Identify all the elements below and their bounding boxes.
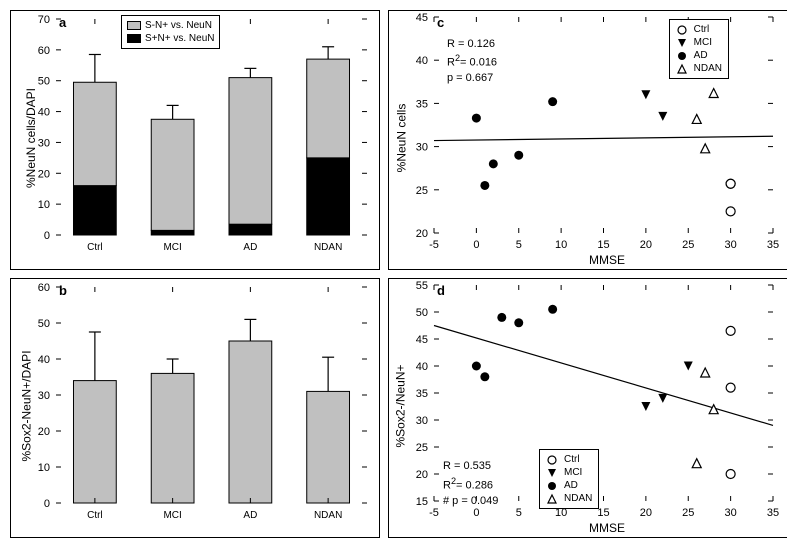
panel-c-xlabel: MMSE xyxy=(589,253,625,267)
svg-text:25: 25 xyxy=(416,185,428,197)
svg-text:30: 30 xyxy=(725,239,737,251)
svg-text:20: 20 xyxy=(416,228,428,240)
panel-c-label: c xyxy=(437,15,444,30)
svg-text:10: 10 xyxy=(38,199,50,211)
panel-d-marker-legend: CtrlMCIADNDAN xyxy=(539,449,599,509)
svg-text:50: 50 xyxy=(38,76,50,88)
panel-d-label: d xyxy=(437,283,445,298)
svg-text:Ctrl: Ctrl xyxy=(87,510,103,521)
panel-a: a %NeuN cells/DAPI 0 10 20 30 40 50 60 70 Ctrl MC… xyxy=(10,10,380,270)
svg-text:70: 70 xyxy=(38,14,50,26)
svg-text:40: 40 xyxy=(38,107,50,119)
svg-text:0: 0 xyxy=(44,230,50,242)
figure-grid: a %NeuN cells/DAPI 010203040506070CtrlMC… xyxy=(10,10,777,538)
svg-text:0: 0 xyxy=(44,498,50,510)
panel-a-legend: S-N+ vs. NeuNS+N+ vs. NeuN xyxy=(121,15,220,49)
svg-text:Ctrl: Ctrl xyxy=(87,242,103,253)
svg-text:20: 20 xyxy=(38,426,50,438)
svg-text:5: 5 xyxy=(516,507,522,519)
svg-text:50: 50 xyxy=(38,318,50,330)
svg-text:20: 20 xyxy=(38,168,50,180)
svg-text:30: 30 xyxy=(38,137,50,149)
panel-c: c %NeuN cells MMSE 20 25 30 35 40 45 -5 0 5 10 15 2… xyxy=(388,10,787,270)
panel-b: b %Sox2-NeuN+/DAPI 0 10 20 30 40 50 60 Ctrl MCI A… xyxy=(10,278,380,538)
svg-text:-5: -5 xyxy=(429,507,439,519)
svg-text:10: 10 xyxy=(555,239,567,251)
panel-d-xlabel: MMSE xyxy=(589,521,625,535)
svg-text:30: 30 xyxy=(725,507,737,519)
svg-text:15: 15 xyxy=(416,496,428,508)
panel-b-ylabel: %Sox2-NeuN+/DAPI xyxy=(20,350,34,461)
svg-text:MCI: MCI xyxy=(163,242,181,253)
svg-text:20: 20 xyxy=(416,469,428,481)
svg-text:40: 40 xyxy=(416,55,428,67)
svg-text:NDAN: NDAN xyxy=(314,242,342,253)
panel-d-ylabel: %Sox2-/NeuN+ xyxy=(394,364,408,447)
svg-text:45: 45 xyxy=(416,334,428,346)
svg-text:25: 25 xyxy=(682,507,694,519)
svg-text:AD: AD xyxy=(243,510,257,521)
panel-a-ylabel: %NeuN cells/DAPI xyxy=(24,88,38,188)
panel-b-chart: 0 10 20 30 40 50 60 Ctrl MCI AD NDAN xyxy=(11,279,377,535)
svg-text:15: 15 xyxy=(597,239,609,251)
svg-text:25: 25 xyxy=(416,442,428,454)
svg-text:0: 0 xyxy=(473,239,479,251)
panel-d-stats: R = 0.535R2= 0.286# p = 0.049 xyxy=(443,459,498,509)
svg-text:20: 20 xyxy=(640,507,652,519)
svg-text:30: 30 xyxy=(38,390,50,402)
svg-text:35: 35 xyxy=(416,388,428,400)
panel-c-stats: R = 0.126R2= 0.016p = 0.667 xyxy=(447,37,497,87)
svg-text:10: 10 xyxy=(38,462,50,474)
svg-text:25: 25 xyxy=(682,239,694,251)
svg-text:60: 60 xyxy=(38,282,50,294)
svg-text:-5: -5 xyxy=(429,239,439,251)
svg-text:35: 35 xyxy=(767,507,779,519)
svg-text:MCI: MCI xyxy=(163,510,181,521)
svg-text:60: 60 xyxy=(38,45,50,57)
svg-text:35: 35 xyxy=(767,239,779,251)
svg-text:55: 55 xyxy=(416,280,428,292)
svg-text:AD: AD xyxy=(243,242,257,253)
svg-text:40: 40 xyxy=(38,354,50,366)
svg-text:5: 5 xyxy=(516,239,522,251)
svg-text:20: 20 xyxy=(640,239,652,251)
svg-text:30: 30 xyxy=(416,415,428,427)
svg-text:35: 35 xyxy=(416,98,428,110)
svg-text:50: 50 xyxy=(416,307,428,319)
svg-text:45: 45 xyxy=(416,12,428,24)
svg-text:NDAN: NDAN xyxy=(314,510,342,521)
panel-b-label: b xyxy=(59,283,67,298)
panel-a-chart: 0 10 20 30 40 50 60 70 Ctrl MCI AD NDAN xyxy=(11,11,377,267)
panel-d: d %Sox2-/NeuN+ MMSE 15 20 25 30 35 40 45 50 55 -5… xyxy=(388,278,787,538)
panel-a-label: a xyxy=(59,15,66,30)
panel-c-ylabel: %NeuN cells xyxy=(394,104,408,173)
panel-c-marker-legend: CtrlMCIADNDAN xyxy=(669,19,729,79)
svg-text:30: 30 xyxy=(416,142,428,154)
svg-text:40: 40 xyxy=(416,361,428,373)
